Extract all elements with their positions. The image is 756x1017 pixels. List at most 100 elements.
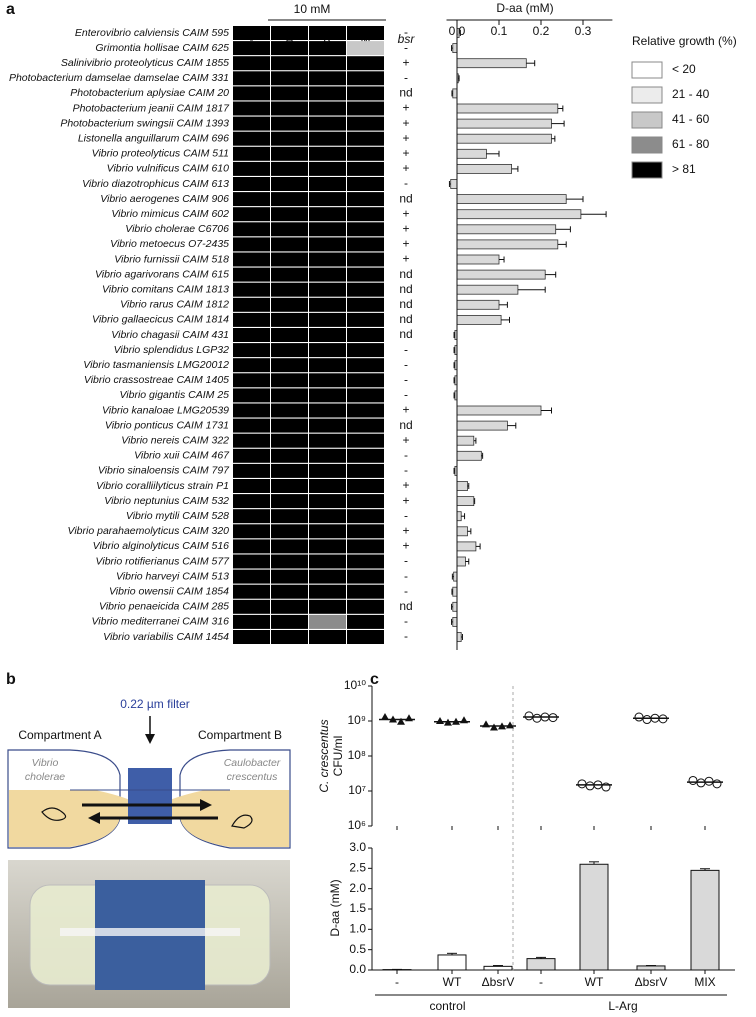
growth-cell bbox=[233, 388, 270, 403]
bsr-status: + bbox=[402, 493, 409, 507]
growth-cell bbox=[233, 403, 270, 418]
medium bbox=[9, 790, 289, 847]
growth-cell bbox=[271, 403, 308, 418]
growth-cell bbox=[309, 418, 346, 433]
species-name: Vibrio tasmaniensis LMG20012 bbox=[83, 359, 229, 371]
growth-cell bbox=[233, 41, 270, 56]
bar bbox=[456, 209, 582, 220]
growth-cell bbox=[233, 509, 270, 524]
species-name: Vibrio gallaecicus CAIM 1814 bbox=[92, 314, 229, 326]
group-label: L-Arg bbox=[608, 999, 637, 1013]
species-name: Vibrio vulnificus CAIM 610 bbox=[107, 163, 230, 175]
growth-cell bbox=[271, 71, 308, 86]
growth-cell bbox=[347, 26, 384, 40]
y-tick-label: 1.5 bbox=[349, 901, 366, 915]
x-tick-label: ΔbsrV bbox=[635, 975, 668, 989]
point bbox=[585, 781, 595, 791]
legend-label: 21 - 40 bbox=[672, 87, 710, 101]
species-name: Vibrio owensii CAIM 1854 bbox=[109, 585, 229, 597]
species-name: Vibrio mimicus CAIM 602 bbox=[111, 208, 229, 220]
growth-cell bbox=[347, 161, 384, 176]
species-name: Vibrio metoecus O7-2435 bbox=[110, 238, 229, 250]
growth-cell bbox=[233, 373, 270, 388]
growth-cell bbox=[271, 599, 308, 614]
species-name: Vibrio sinaloensis CAIM 797 bbox=[98, 465, 230, 477]
growth-cell bbox=[347, 403, 384, 418]
growth-cell bbox=[233, 630, 270, 644]
bar bbox=[456, 435, 475, 446]
species-name: Photobacterium aplysiae CAIM 20 bbox=[70, 87, 229, 99]
growth-cell bbox=[347, 539, 384, 554]
growth-cell bbox=[309, 463, 346, 478]
growth-cell bbox=[347, 297, 384, 312]
bsr-status: + bbox=[402, 539, 409, 553]
y-tick-label: 0.0 bbox=[349, 962, 366, 976]
growth-cell bbox=[271, 237, 308, 252]
y-label: CFU/ml bbox=[331, 736, 345, 777]
species-name: Vibrio aerogenes CAIM 906 bbox=[100, 193, 229, 205]
species-name: Vibrio proteolyticus CAIM 511 bbox=[92, 148, 229, 160]
growth-cell bbox=[271, 554, 308, 569]
bar bbox=[456, 148, 487, 159]
growth-cell bbox=[347, 237, 384, 252]
growth-cell bbox=[233, 222, 270, 237]
growth-cell bbox=[347, 177, 384, 191]
bar bbox=[456, 632, 462, 642]
growth-cell bbox=[233, 328, 270, 342]
organism-b: Caulobacter bbox=[224, 757, 281, 769]
growth-cell bbox=[233, 267, 270, 282]
y-tick-label: 10⁹ bbox=[348, 713, 367, 727]
growth-cell bbox=[233, 494, 270, 509]
bsr-status: - bbox=[404, 40, 408, 54]
bar bbox=[456, 314, 502, 325]
bsr-status: + bbox=[402, 116, 409, 130]
growth-cell bbox=[309, 614, 346, 629]
daa-title: D-aa (mM) bbox=[496, 1, 553, 15]
growth-cell bbox=[271, 373, 308, 388]
growth-cell bbox=[271, 524, 308, 539]
bsr-status: + bbox=[402, 55, 409, 69]
growth-cell bbox=[309, 41, 346, 56]
species-name: Vibrio crassostreae CAIM 1405 bbox=[84, 374, 229, 386]
growth-cell bbox=[309, 599, 346, 614]
x-tick-label: - bbox=[539, 975, 543, 989]
growth-cell bbox=[347, 312, 384, 327]
legend-swatch bbox=[631, 136, 663, 154]
bar bbox=[456, 58, 527, 69]
cells bbox=[41, 807, 253, 829]
growth-cell bbox=[309, 86, 346, 101]
growth-cell bbox=[233, 524, 270, 539]
species-name: Vibrio penaeicida CAIM 285 bbox=[99, 601, 229, 613]
growth-cell bbox=[271, 282, 308, 297]
growth-cell bbox=[347, 252, 384, 267]
growth-cell bbox=[233, 56, 270, 71]
growth-cell bbox=[309, 479, 346, 493]
bar bbox=[456, 284, 519, 295]
panel-label: b bbox=[6, 671, 16, 688]
bsr-status: + bbox=[402, 237, 409, 251]
species-name: Vibrio xuii CAIM 467 bbox=[134, 450, 230, 462]
bar bbox=[456, 254, 500, 265]
species-name: Vibrio coralliilyticus strain P1 bbox=[96, 480, 229, 492]
growth-cell bbox=[347, 584, 384, 599]
bar bbox=[456, 269, 546, 280]
species-name: Vibrio splendidus LGP32 bbox=[114, 344, 230, 356]
point bbox=[490, 723, 498, 731]
growth-cell bbox=[347, 86, 384, 101]
filter-label: 0.22 µm filter bbox=[120, 697, 190, 711]
species-name: Vibrio neptunius CAIM 532 bbox=[104, 495, 229, 507]
species-name: Salinivibrio proteolyticus CAIM 1855 bbox=[61, 57, 229, 69]
bsr-status: + bbox=[402, 146, 409, 160]
growth-cell bbox=[309, 177, 346, 191]
bar bbox=[456, 541, 477, 552]
bar bbox=[456, 511, 462, 522]
bar bbox=[636, 965, 666, 971]
y-tick-label: 0.5 bbox=[349, 942, 366, 956]
growth-cell bbox=[271, 26, 308, 40]
species-name: Vibrio mytili CAIM 528 bbox=[126, 510, 229, 522]
growth-cell bbox=[309, 222, 346, 237]
growth-cell bbox=[271, 463, 308, 478]
growth-cell bbox=[233, 161, 270, 176]
bar bbox=[452, 43, 458, 53]
species-name: Vibrio diazotrophicus CAIM 613 bbox=[82, 178, 229, 190]
